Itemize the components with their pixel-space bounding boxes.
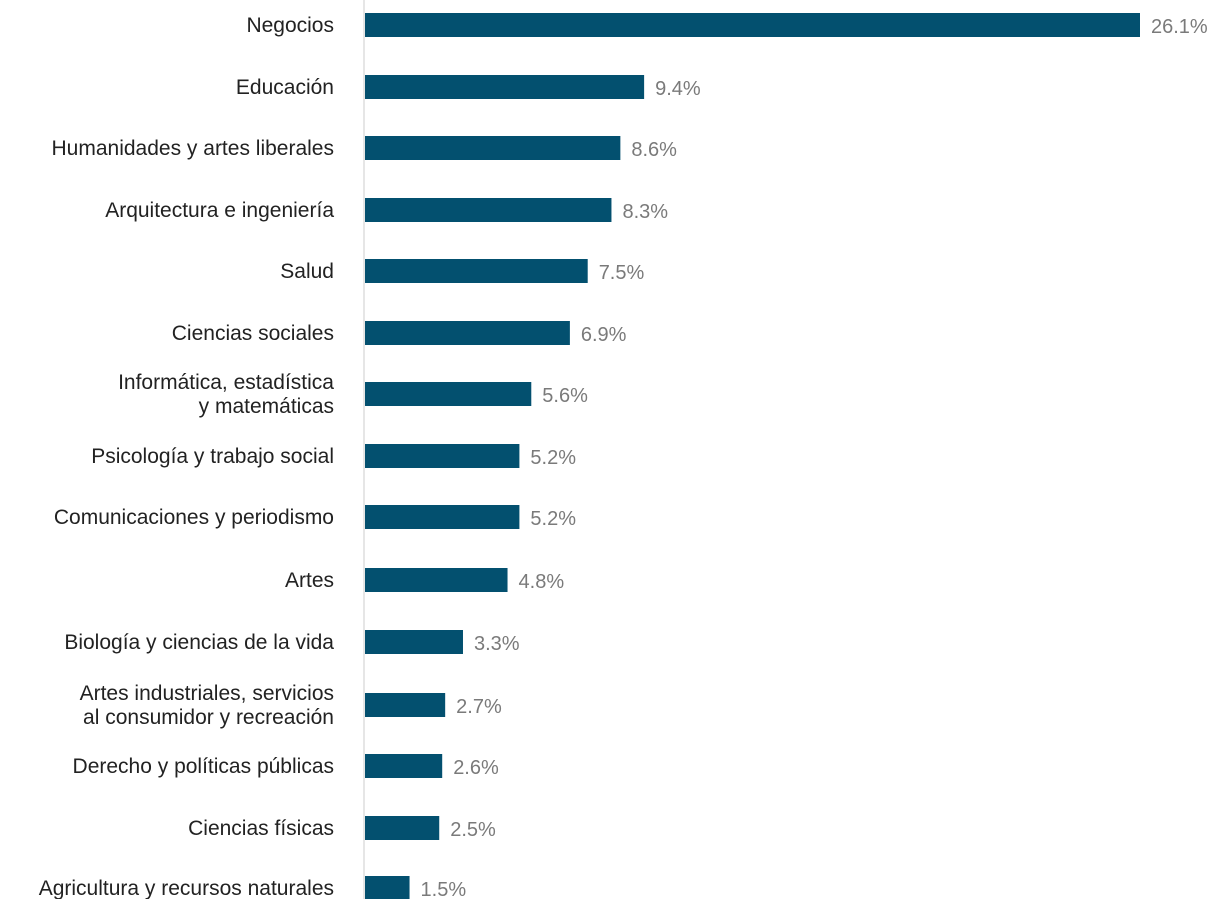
category-label-line: Artes [285,569,334,592]
category-label-line: Derecho y políticas públicas [73,755,334,778]
category-label-line: Arquitectura e ingeniería [105,199,334,222]
category-label-line: Educación [236,76,334,99]
category-label-line: Artes industriales, servicios [80,682,334,705]
value-label-11: 2.7% [456,696,502,718]
value-label-13: 2.5% [450,819,496,841]
category-label-1: Educación [236,76,334,99]
category-label-11: Artes industriales, servicios al consumid… [80,682,334,729]
category-label-line: Psicología y trabajo social [91,445,334,468]
category-label-line: Humanidades y artes liberales [52,137,334,160]
category-label-line: Ciencias físicas [188,817,334,840]
bar-13 [365,816,440,840]
bar-9 [365,568,508,592]
value-label-2: 8.6% [631,139,677,161]
bar-1 [365,75,645,99]
bar-8 [365,505,520,529]
value-label-1: 9.4% [655,78,701,100]
category-label-9: Artes [285,569,334,592]
bar-10 [365,630,463,654]
category-label-0: Negocios [246,14,334,37]
category-label-line: Comunicaciones y periodismo [54,506,334,529]
category-label-line: Salud [280,260,334,283]
value-label-6: 5.6% [542,385,588,407]
value-label-3: 8.3% [622,201,668,223]
bar-5 [365,321,570,345]
category-label-line: Biología y ciencias de la vida [64,631,334,654]
category-label-line: Ciencias sociales [172,322,334,345]
bar-6 [365,382,532,406]
category-label-12: Derecho y políticas públicas [73,755,334,778]
bar-12 [365,754,443,778]
category-label-6: Informática, estadística y matemáticas [118,371,334,418]
bar-7 [365,444,520,468]
value-label-10: 3.3% [474,633,520,655]
value-label-0: 26.1% [1151,16,1208,38]
value-label-12: 2.6% [453,757,499,779]
category-label-7: Psicología y trabajo social [91,445,334,468]
category-label-line: y matemáticas [199,395,334,418]
value-label-14: 1.5% [421,879,467,899]
category-label-10: Biología y ciencias de la vida [64,631,334,654]
category-label-5: Ciencias sociales [172,322,334,345]
category-label-4: Salud [280,260,334,283]
category-label-line: Negocios [246,14,334,37]
category-label-line: Informática, estadística [118,371,334,394]
category-label-14: Agricultura y recursos naturales [39,877,334,899]
bar-14 [365,876,410,899]
value-label-5: 6.9% [581,324,627,346]
category-label-2: Humanidades y artes liberales [52,137,334,160]
value-label-4: 7.5% [599,262,645,284]
bar-2 [365,136,621,160]
category-label-3: Arquitectura e ingeniería [105,199,334,222]
value-label-7: 5.2% [530,447,576,469]
category-label-13: Ciencias físicas [188,817,334,840]
category-label-line: al consumidor y recreación [83,706,334,729]
bar-3 [365,198,612,222]
bar-0 [365,13,1140,37]
category-label-8: Comunicaciones y periodismo [54,506,334,529]
value-label-8: 5.2% [530,508,576,530]
value-label-9: 4.8% [519,571,565,593]
category-label-line: Agricultura y recursos naturales [39,877,334,899]
bar-11 [365,693,446,717]
bar-4 [365,259,588,283]
